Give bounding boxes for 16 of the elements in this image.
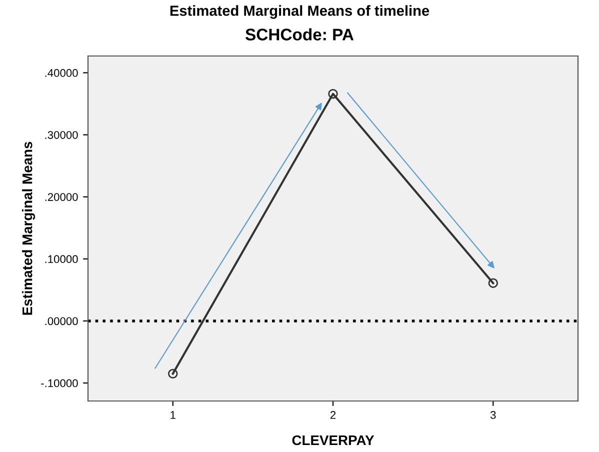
y-tick-label: .00000 [45,317,78,326]
point [168,368,178,379]
y-axis-title: Estimated Marginal Means [22,142,36,315]
chart-subtitle: SCHCode: PA [246,28,354,40]
x-tick-label: 2 [330,411,336,419]
chart-title: Estimated Marginal Means of timeline [170,5,430,19]
y-tick-label: .10000 [45,255,78,264]
y-tick-label: .20000 [45,193,78,201]
x-axis-title: CLEVERPAY [292,435,374,446]
point [328,88,338,99]
y-tick-label: .40000 [45,69,78,77]
y-tick-label: -.10000 [41,379,78,388]
y-tick-label: .30000 [45,131,78,139]
point [488,278,498,288]
x-tick-label: 1 [170,411,176,419]
x-tick-label: 3 [490,411,496,419]
